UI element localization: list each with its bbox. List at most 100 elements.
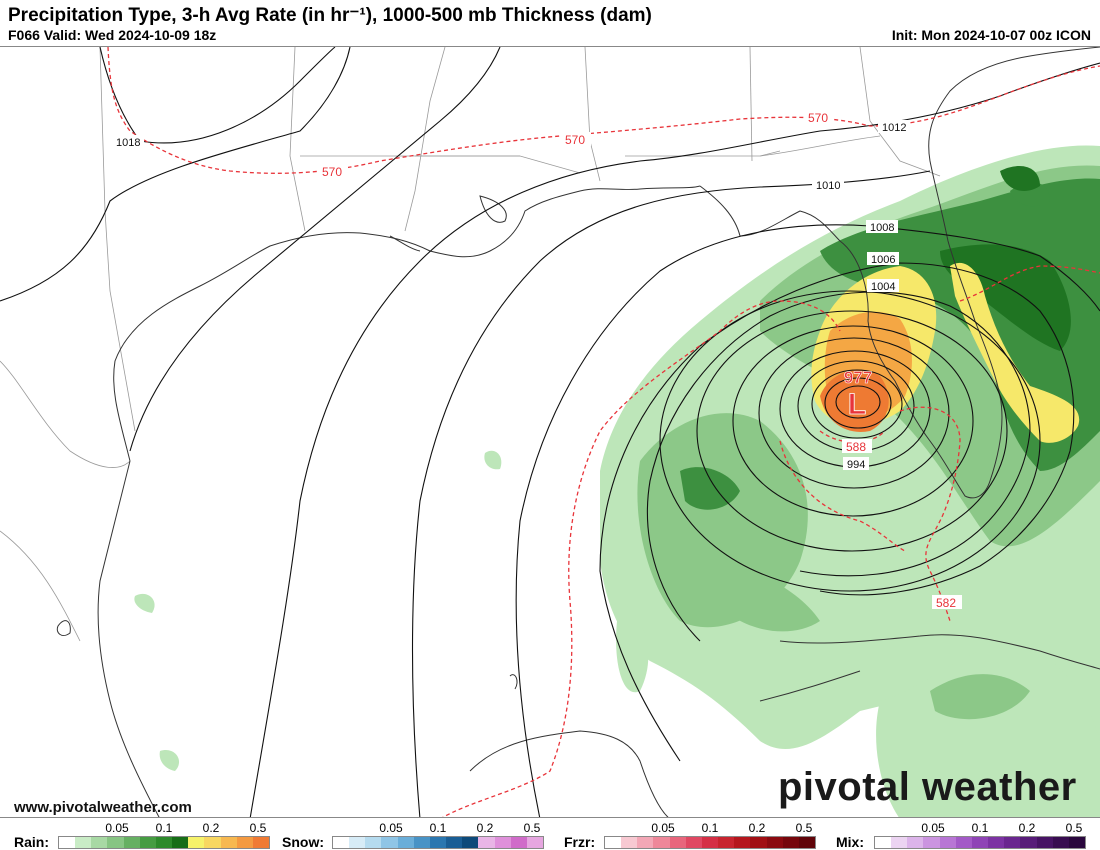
valid-time: F066 Valid: Wed 2024-10-09 18z <box>8 27 217 43</box>
legend-label: Mix: <box>836 834 864 850</box>
init-time: Init: Mon 2024-10-07 00z ICON <box>891 27 1091 43</box>
legend-tick: 0.5 <box>523 821 541 835</box>
legend-swatch <box>988 837 1005 848</box>
thickness-labels: 570 570 570 570 588 582 <box>318 110 962 610</box>
legend-swatch <box>333 837 350 848</box>
legend-tick: 0.5 <box>795 821 813 835</box>
thickness-label: 570 <box>565 133 585 147</box>
weather-map[interactable]: 977 L 1018 1012 1010 1008 1006 1004 994 … <box>0 46 1100 818</box>
legend-swatch <box>494 837 511 848</box>
legend-swatch <box>798 837 816 848</box>
legend-swatch <box>446 837 463 848</box>
legend-tick: 0.05 <box>105 821 129 835</box>
legend-tick: 0.5 <box>1065 821 1083 835</box>
isobar-label: 1008 <box>870 222 894 234</box>
legend-swatch <box>637 837 654 848</box>
header: Precipitation Type, 3-h Avg Rate (in hr⁻… <box>0 0 1100 46</box>
low-pressure-value: 977 <box>844 368 872 387</box>
legend-swatch <box>766 837 783 848</box>
legend-tick: 0.05 <box>379 821 403 835</box>
legend-snow: Snow: 0.05 0.1 0.2 0.5 <box>282 818 552 850</box>
legend-swatch <box>204 837 221 848</box>
political-borders <box>0 47 941 642</box>
legend-swatch <box>891 837 908 848</box>
isobar-label: 1018 <box>116 137 140 149</box>
website-url[interactable]: www.pivotalweather.com <box>14 799 192 816</box>
logo-text: pivotal weather <box>778 765 1077 809</box>
isobar-labels: 1018 1012 1010 1008 1006 1004 994 <box>112 120 910 471</box>
legend-swatch <box>429 837 447 848</box>
precip-type-legend: Rain: 0.05 0.1 0.2 0.5 Snow: 0.05 0.1 0.… <box>0 818 1100 850</box>
isobar-label: 994 <box>847 459 865 471</box>
map-canvas: 977 L 1018 1012 1010 1008 1006 1004 994 … <box>0 47 1100 817</box>
legend-swatch <box>1036 837 1053 848</box>
legend-swatch <box>1020 837 1037 848</box>
thickness-contours <box>107 47 1100 817</box>
legend-tick: 0.1 <box>971 821 989 835</box>
legend-swatch <box>462 837 479 848</box>
isobar-label: 1010 <box>816 180 840 192</box>
legend-tick: 0.05 <box>651 821 675 835</box>
thickness-label: 570 <box>808 111 828 125</box>
low-pressure-center: 977 L <box>844 368 873 422</box>
legend-swatch <box>172 837 189 848</box>
legend-swatch <box>139 837 156 848</box>
legend-swatch <box>478 837 495 848</box>
legend-frzr-bar <box>604 836 816 849</box>
chart-title: Precipitation Type, 3-h Avg Rate (in hr⁻… <box>8 5 652 26</box>
legend-swatch <box>526 837 544 848</box>
legend-tick: 0.1 <box>701 821 719 835</box>
legend-tick: 0.5 <box>249 821 267 835</box>
legend-tick: 0.2 <box>202 821 220 835</box>
legend-swatch <box>75 837 92 848</box>
legend-tick: 0.1 <box>429 821 447 835</box>
legend-swatch <box>955 837 972 848</box>
legend-swatch <box>621 837 638 848</box>
legend-label: Rain: <box>14 834 49 850</box>
legend-swatch <box>123 837 140 848</box>
legend-swatch <box>685 837 702 848</box>
legend-mix: Mix: 0.05 0.1 0.2 0.5 <box>836 818 1096 850</box>
legend-swatch <box>1068 837 1086 848</box>
legend-tick: 0.05 <box>921 821 945 835</box>
legend-freezing-rain: Frzr: 0.05 0.1 0.2 0.5 <box>564 818 824 850</box>
thickness-label: 588 <box>846 440 866 454</box>
legend-swatch <box>381 837 398 848</box>
legend-swatch <box>397 837 414 848</box>
legend-swatch <box>365 837 382 848</box>
legend-rain-bar <box>58 836 270 849</box>
legend-swatch <box>59 837 76 848</box>
precip-rain-red <box>820 369 889 432</box>
legend-tick: 0.2 <box>1018 821 1036 835</box>
pivotal-weather-logo: pivotal weather <box>778 765 1077 810</box>
legend-swatch <box>1052 837 1069 848</box>
coastlines <box>56 47 1100 817</box>
legend-swatch <box>510 837 527 848</box>
legend-swatch <box>349 837 366 848</box>
legend-swatch <box>252 837 270 848</box>
legend-swatch <box>750 837 767 848</box>
thickness-label: 582 <box>936 596 956 610</box>
isobar-label: 1004 <box>871 281 895 293</box>
legend-swatch <box>91 837 108 848</box>
legend-label: Snow: <box>282 834 324 850</box>
isobar-label: 1012 <box>882 122 906 134</box>
isobars <box>0 47 1100 817</box>
legend-swatch <box>939 837 956 848</box>
legend-swatch <box>971 837 989 848</box>
legend-swatch <box>1004 837 1021 848</box>
legend-mix-bar <box>874 836 1086 849</box>
legend-swatch <box>701 837 719 848</box>
legend-swatch <box>875 837 892 848</box>
legend-swatch <box>907 837 924 848</box>
legend-swatch <box>782 837 799 848</box>
legend-swatch <box>107 837 124 848</box>
legend-swatch <box>734 837 751 848</box>
legend-swatch <box>413 837 430 848</box>
legend-label: Frzr: <box>564 834 596 850</box>
legend-swatch <box>220 837 237 848</box>
legend-swatch <box>718 837 735 848</box>
legend-swatch <box>236 837 253 848</box>
legend-tick: 0.2 <box>748 821 766 835</box>
legend-swatch <box>155 837 173 848</box>
